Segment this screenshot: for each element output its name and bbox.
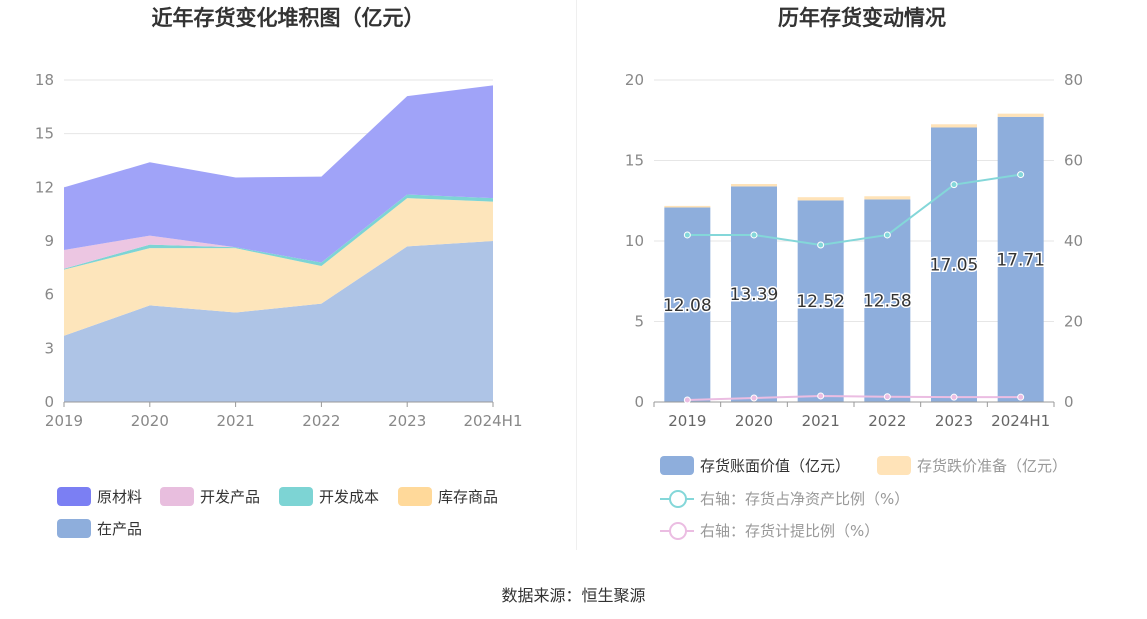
x-tick-label: 2020 (735, 412, 773, 430)
bar-line-combo-chart: 0 5 10 15 20 0 20 40 60 80 2019 2020 2021 2022 2023 202… (625, 71, 1083, 430)
line-point (950, 181, 958, 189)
panel-divider (576, 0, 577, 550)
x-tick-label: 2021 (217, 412, 255, 430)
legend-item-inventory-to-net-assets[interactable]: 右轴：存货占净资产比例（%） (660, 488, 909, 509)
bar-value-label: 12.52 (796, 292, 845, 312)
legend-item-book-value[interactable]: 存货账面价值（亿元） (660, 455, 850, 476)
y2-tick-label: 60 (1064, 152, 1083, 170)
data-source-note: 数据来源：恒生聚源 (501, 586, 646, 605)
legend-label: 开发产品 (200, 488, 261, 506)
legend-label: 右轴：存货计提比例（%） (700, 522, 880, 540)
y-tick-label: 9 (44, 232, 54, 250)
x-tick-label: 2020 (131, 412, 169, 430)
y-tick-label: 6 (44, 286, 54, 304)
line-point (817, 392, 825, 400)
line-point (1017, 171, 1025, 179)
line-point (1017, 393, 1025, 401)
bar (664, 205, 711, 208)
left-chart-title: 近年存货变化堆积图（亿元） (151, 6, 425, 30)
y2-tick-label: 20 (1064, 313, 1083, 331)
bar (797, 197, 844, 201)
legend-item-raw-materials[interactable]: 原材料 (57, 486, 142, 507)
x-tick-label: 2023 (935, 412, 973, 430)
y-tick-label: 12 (35, 178, 54, 196)
y2-tick-label: 80 (1064, 71, 1083, 89)
line-point (750, 394, 758, 402)
bar (931, 127, 977, 403)
legend-line-swatch (660, 521, 694, 540)
y-tick-label: 0 (634, 393, 644, 411)
right-chart-panel: 历年存货变动情况 0 5 10 15 20 0 20 40 60 80 2019 2020 2021 20… (577, 0, 1147, 560)
legend-label: 存货账面价值（亿元） (700, 457, 851, 475)
y-tick-label: 10 (625, 232, 644, 250)
legend-label: 右轴：存货占净资产比例（%） (700, 490, 910, 508)
y-tick-label: 0 (44, 393, 54, 411)
y-tick-label: 20 (625, 71, 644, 89)
line-point (883, 393, 891, 401)
y-tick-label: 18 (35, 71, 54, 89)
left-chart-panel: 近年存货变化堆积图（亿元） 0 3 6 9 12 15 18 2019 2020 2021 2022… (0, 0, 576, 560)
line-point (750, 231, 758, 239)
bar (731, 184, 777, 187)
x-tick-label: 2022 (868, 412, 906, 430)
line-point (817, 241, 825, 249)
bar (997, 116, 1044, 402)
legend-item-work-in-progress[interactable]: 在产品 (57, 518, 142, 539)
legend-label: 原材料 (97, 488, 143, 506)
x-tick-label: 2019 (45, 412, 83, 430)
x-tick-label: 2023 (388, 412, 426, 430)
legend-item-provision-ratio[interactable]: 右轴：存货计提比例（%） (660, 520, 879, 541)
x-tick-label: 2024H1 (991, 412, 1050, 430)
bar (997, 113, 1044, 117)
bar (864, 196, 911, 200)
bar-value-label: 12.08 (663, 296, 712, 316)
legend-swatch (160, 487, 194, 506)
legend-label: 开发成本 (319, 488, 380, 506)
legend-swatch (877, 456, 911, 475)
line-point (683, 396, 691, 404)
x-tick-label: 2022 (302, 412, 340, 430)
area-series (64, 241, 493, 402)
legend-label: 库存商品 (438, 488, 499, 506)
legend-item-finished-goods[interactable]: 库存商品 (398, 486, 498, 507)
legend-item-development-costs[interactable]: 开发成本 (279, 486, 379, 507)
bar (797, 200, 844, 402)
y-tick-label: 3 (44, 339, 54, 357)
bar (931, 124, 977, 128)
y-tick-label: 15 (35, 125, 54, 143)
legend-item-impairment-provision[interactable]: 存货跌价准备（亿元） (877, 455, 1067, 476)
legend-swatch (660, 456, 694, 475)
legend-swatch (279, 487, 313, 506)
line-point (683, 231, 691, 239)
area-series (64, 194, 493, 270)
bar-value-label: 12.58 (863, 292, 912, 312)
y-tick-label: 15 (625, 152, 644, 170)
line-series (687, 394, 1021, 401)
legend-line-swatch (660, 489, 694, 508)
bar-value-label: 13.39 (730, 285, 779, 305)
legend-swatch (57, 487, 91, 506)
legend-label: 存货跌价准备（亿元） (917, 457, 1068, 475)
y2-tick-label: 0 (1064, 393, 1074, 411)
x-tick-label: 2024H1 (464, 412, 523, 430)
bar-value-label: 17.71 (996, 250, 1045, 270)
legend-swatch (398, 487, 432, 506)
bar-value-label: 17.05 (930, 256, 979, 276)
line-point (883, 231, 891, 239)
area-series (64, 198, 493, 336)
legend-label: 在产品 (97, 520, 143, 538)
right-chart-title: 历年存货变动情况 (778, 6, 946, 30)
stacked-area-chart: 0 3 6 9 12 15 18 2019 2020 2021 2022 2023 2024H1 (35, 71, 523, 430)
legend-item-developed-products[interactable]: 开发产品 (160, 486, 260, 507)
area-series (64, 85, 493, 263)
y2-tick-label: 40 (1064, 232, 1083, 250)
bar (664, 207, 711, 402)
x-tick-label: 2019 (668, 412, 706, 430)
bar (731, 186, 777, 402)
x-tick-label: 2021 (802, 412, 840, 430)
y-tick-label: 5 (634, 313, 644, 331)
line-series (687, 173, 1021, 247)
legend-swatch (57, 519, 91, 538)
line-point (950, 393, 958, 401)
